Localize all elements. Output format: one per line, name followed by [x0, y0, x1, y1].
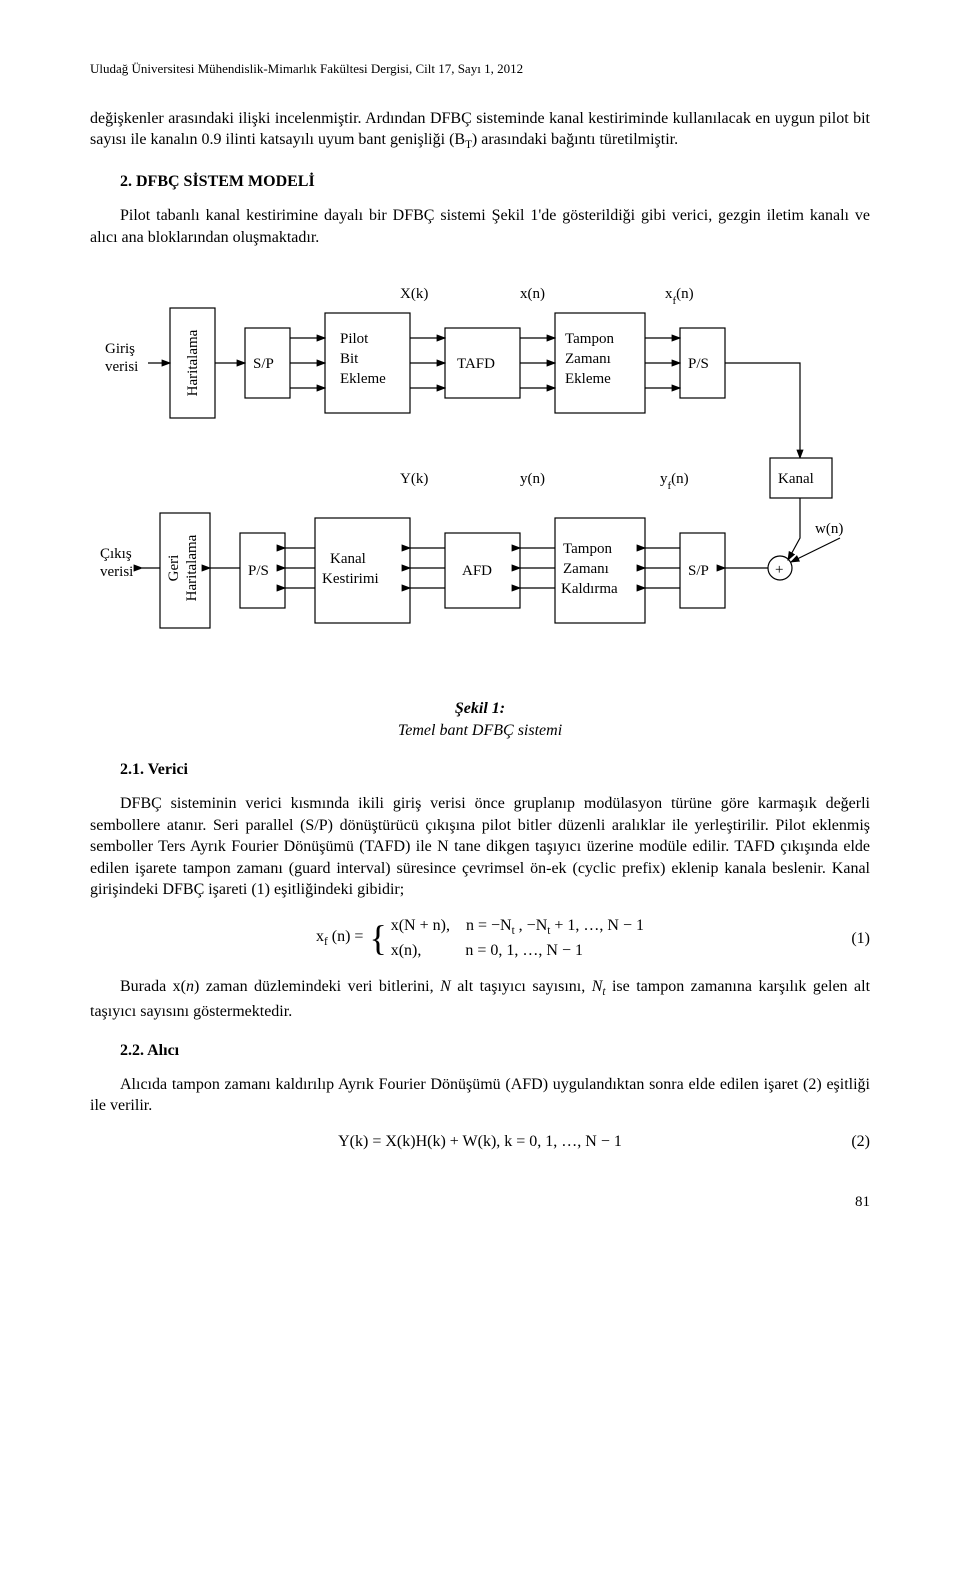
section-2-1-heading: 2.1. Verici: [120, 759, 870, 781]
burada-paragraph: Burada x(n) zaman düzlemindeki veri bitl…: [90, 976, 870, 1022]
eq1-cases: x(N + n), n = −Nt , −Nt + 1, …, N − 1 x(…: [391, 915, 644, 962]
page-number: 81: [90, 1192, 870, 1212]
section-2-2-heading: 2.2. Alıcı: [120, 1040, 870, 1062]
text-haritalama: Haritalama: [185, 330, 201, 397]
text-kk-1: Kanal: [330, 551, 366, 567]
box-pilot: [325, 313, 410, 413]
text-pilot-3: Ekleme: [340, 371, 386, 387]
equation-1: xf (n) = { x(N + n), n = −Nt , −Nt + 1, …: [90, 915, 870, 962]
label-xfn: xf(n): [665, 286, 694, 307]
eq1-brace: {: [369, 929, 386, 949]
journal-header: Uludağ Üniversitesi Mühendislik-Mimarlık…: [90, 60, 870, 78]
label-Xk: X(k): [400, 286, 428, 302]
text-tampon-1b: Zamanı: [565, 351, 611, 367]
label-cikis: Çıkış: [100, 546, 132, 562]
label-yn: y(n): [520, 471, 545, 487]
equation-2: Y(k) = X(k)H(k) + W(k), k = 0, 1, …, N −…: [90, 1131, 870, 1153]
label-yfn: yf(n): [660, 471, 689, 492]
figure-1-diagram: X(k) x(n) xf(n) Giriş verisi Haritalama …: [100, 268, 860, 688]
text-afd: AFD: [462, 563, 492, 579]
label-Yk: Y(k): [400, 471, 428, 487]
text-ps-1: P/S: [688, 356, 709, 372]
verici-paragraph: DFBÇ sisteminin verici kısmında ikili gi…: [90, 793, 870, 901]
eq1-case1: x(N + n), n = −Nt , −Nt + 1, …, N − 1: [391, 915, 644, 940]
text-tampon-2a: Tampon: [563, 541, 612, 557]
text-geri-2: Haritalama: [184, 535, 200, 602]
eq1-number: (1): [851, 928, 870, 950]
text-tafd: TAFD: [457, 356, 495, 372]
text-tampon-2b: Zamanı: [563, 561, 609, 577]
text-pilot-1: Pilot: [340, 331, 369, 347]
text-geri-1: Geri: [166, 555, 182, 582]
label-giris: Giriş: [105, 341, 135, 357]
eq2-number: (2): [851, 1131, 870, 1153]
eq1-lhs: xf (n) =: [316, 926, 363, 950]
intro-sub: T: [465, 139, 472, 151]
eq1-case2: x(n), n = 0, 1, …, N − 1: [391, 940, 644, 962]
text-sp-2: S/P: [688, 563, 709, 579]
text-tampon-2c: Kaldırma: [561, 581, 618, 597]
text-tampon-1a: Tampon: [565, 331, 614, 347]
caption-bold: Şekil 1:: [455, 700, 505, 717]
intro-paragraph: değişkenler arasındaki ilişki incelenmiş…: [90, 108, 870, 154]
label-wn: w(n): [815, 521, 843, 537]
text-tampon-1c: Ekleme: [565, 371, 611, 387]
text-sp-1: S/P: [253, 356, 274, 372]
text-kk-2: Kestirimi: [322, 571, 379, 587]
section-2-heading: 2. DFBÇ SİSTEM MODELİ: [120, 171, 870, 193]
intro-text-2: ) arasındaki bağıntı türetilmiştir.: [472, 131, 678, 148]
label-verisi-2: verisi: [100, 564, 133, 580]
plus-sign: +: [775, 562, 783, 578]
text-kanal: Kanal: [778, 471, 814, 487]
figure-caption: Şekil 1: Temel bant DFBÇ sistemi: [90, 698, 870, 741]
text-ps-2: P/S: [248, 563, 269, 579]
model-paragraph: Pilot tabanlı kanal kestirimine dayalı b…: [90, 205, 870, 248]
text-pilot-2: Bit: [340, 351, 359, 367]
eq2-body: Y(k) = X(k)H(k) + W(k), k = 0, 1, …, N −…: [338, 1131, 622, 1153]
label-xn: x(n): [520, 286, 545, 302]
alici-paragraph: Alıcıda tampon zamanı kaldırılıp Ayrık F…: [90, 1074, 870, 1117]
caption-text: Temel bant DFBÇ sistemi: [398, 722, 562, 739]
label-verisi: verisi: [105, 359, 138, 375]
